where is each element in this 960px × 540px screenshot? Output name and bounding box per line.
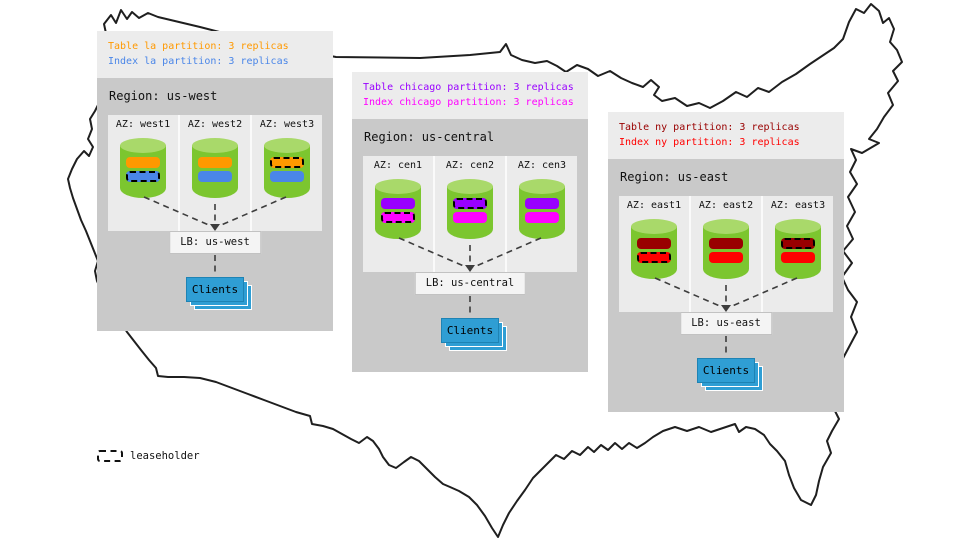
index-replica-bar: [198, 171, 232, 182]
legend: leaseholder: [97, 450, 200, 462]
db-cylinder: [120, 138, 166, 198]
db-cylinder: [631, 219, 677, 279]
az-header: AZ: west2: [187, 119, 243, 130]
region-us-west: Table la partition: 3 replicas Index la …: [97, 31, 333, 331]
partition-label-box: Table ny partition: 3 replicas Index ny …: [608, 112, 844, 159]
db-cylinder: [775, 219, 821, 279]
index-replica-bar: [525, 212, 559, 223]
db-cylinder: [447, 179, 493, 239]
az-header: AZ: west3: [259, 119, 315, 130]
cylinder-top: [703, 219, 749, 234]
region-title: Region: us-west: [109, 89, 218, 103]
region-us-east: Table ny partition: 3 replicas Index ny …: [608, 112, 844, 412]
cylinder-top: [375, 179, 421, 194]
region-box: Region: us-east AZ: east1 AZ: east2: [608, 159, 844, 412]
cylinder-top: [120, 138, 166, 153]
az-header: AZ: cen1: [373, 160, 423, 171]
index-replica-bar: [381, 212, 415, 223]
az-header: AZ: east1: [626, 200, 682, 211]
table-partition-label: Table la partition: 3 replicas: [108, 41, 289, 52]
partition-label-box: Table la partition: 3 replicas Index la …: [97, 31, 333, 78]
region-box: Region: us-west AZ: west1 AZ: west2: [97, 78, 333, 331]
region-title: Region: us-central: [364, 130, 495, 144]
load-balancer-box: LB: us-west: [169, 231, 261, 254]
cylinder-top: [631, 219, 677, 234]
table-replica-bar: [525, 198, 559, 209]
az-header: AZ: cen3: [517, 160, 567, 171]
cylinder-top: [192, 138, 238, 153]
az-header: AZ: cen2: [445, 160, 495, 171]
cylinder-top: [775, 219, 821, 234]
leaseholder-label: leaseholder: [130, 450, 200, 462]
db-cylinder: [264, 138, 310, 198]
leaseholder-swatch: [97, 450, 123, 462]
db-cylinder: [192, 138, 238, 198]
clients-stack: Clients: [697, 358, 763, 391]
clients-box: Clients: [697, 358, 755, 383]
az-west3: AZ: west3: [250, 115, 322, 231]
partition-label-box: Table chicago partition: 3 replicas Inde…: [352, 72, 588, 119]
az-row: AZ: east1 AZ: east2: [619, 196, 833, 312]
table-replica-bar: [709, 238, 743, 249]
index-partition-label: Index ny partition: 3 replicas: [619, 137, 800, 148]
az-west1: AZ: west1: [108, 115, 178, 231]
clients-stack: Clients: [441, 318, 507, 351]
table-replica-bar: [781, 238, 815, 249]
table-replica-bar: [126, 157, 160, 168]
az-header: AZ: east2: [698, 200, 754, 211]
db-cylinder: [703, 219, 749, 279]
index-replica-bar: [126, 171, 160, 182]
region-title: Region: us-east: [620, 170, 729, 184]
az-header: AZ: west1: [115, 119, 171, 130]
az-east3: AZ: east3: [761, 196, 833, 312]
az-east2: AZ: east2: [689, 196, 761, 312]
index-replica-bar: [453, 212, 487, 223]
table-replica-bar: [453, 198, 487, 209]
index-replica-bar: [709, 252, 743, 263]
load-balancer-box: LB: us-east: [680, 312, 772, 335]
map-outline: [67, 3, 903, 538]
index-partition-label: Index la partition: 3 replicas: [108, 56, 289, 67]
cylinder-top: [264, 138, 310, 153]
az-cen1: AZ: cen1: [363, 156, 433, 272]
table-partition-label: Table chicago partition: 3 replicas: [363, 82, 574, 93]
az-cen3: AZ: cen3: [505, 156, 577, 272]
clients-box: Clients: [186, 277, 244, 302]
region-us-central: Table chicago partition: 3 replicas Inde…: [352, 72, 588, 372]
load-balancer-box: LB: us-central: [414, 272, 526, 295]
table-replica-bar: [637, 238, 671, 249]
index-partition-label: Index chicago partition: 3 replicas: [363, 97, 574, 108]
index-replica-bar: [781, 252, 815, 263]
az-row: AZ: cen1 AZ: cen2: [363, 156, 577, 272]
db-cylinder: [375, 179, 421, 239]
az-west2: AZ: west2: [178, 115, 250, 231]
table-replica-bar: [198, 157, 232, 168]
cylinder-top: [519, 179, 565, 194]
index-replica-bar: [270, 171, 304, 182]
az-header: AZ: east3: [770, 200, 826, 211]
az-cen2: AZ: cen2: [433, 156, 505, 272]
table-partition-label: Table ny partition: 3 replicas: [619, 122, 800, 133]
region-box: Region: us-central AZ: cen1 AZ: cen2: [352, 119, 588, 372]
table-replica-bar: [381, 198, 415, 209]
clients-box: Clients: [441, 318, 499, 343]
db-cylinder: [519, 179, 565, 239]
table-replica-bar: [270, 157, 304, 168]
cylinder-top: [447, 179, 493, 194]
az-row: AZ: west1 AZ: west2: [108, 115, 322, 231]
clients-stack: Clients: [186, 277, 252, 310]
az-east1: AZ: east1: [619, 196, 689, 312]
index-replica-bar: [637, 252, 671, 263]
